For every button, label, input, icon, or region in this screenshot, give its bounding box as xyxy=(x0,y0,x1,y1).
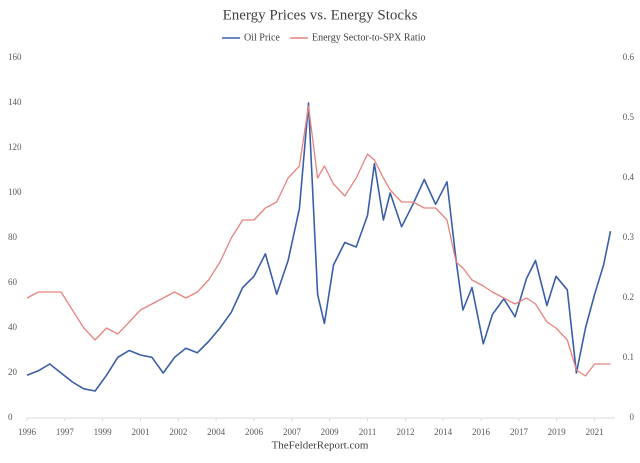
x-tick-label: 2021 xyxy=(586,427,604,437)
chart-title: Energy Prices vs. Energy Stocks xyxy=(223,7,418,23)
x-tick-label: 2006 xyxy=(245,427,264,437)
y-tick-label: 160 xyxy=(8,52,22,62)
y-tick-label: 140 xyxy=(8,97,22,107)
y-tick-label: 60 xyxy=(8,277,18,287)
y2-tick-label: 0.3 xyxy=(623,232,635,242)
y-tick-label: 120 xyxy=(8,142,22,152)
x-tick-label: 2004 xyxy=(207,427,226,437)
x-tick-label: 2009 xyxy=(321,427,340,437)
source: TheFelderReport.com xyxy=(272,440,369,452)
x-tick-label: 1999 xyxy=(94,427,113,437)
y2-tick-label: 0.4 xyxy=(623,172,635,182)
x-tick-label: 2002 xyxy=(169,427,187,437)
y2-tick-label: 0.6 xyxy=(623,52,635,62)
series-line xyxy=(26,105,611,377)
x-tick-label: 2011 xyxy=(359,427,377,437)
legend-label: Energy Sector-to-SPX Ratio xyxy=(312,32,426,43)
x-tick-label: 2016 xyxy=(472,427,491,437)
legend-label: Oil Price xyxy=(244,32,280,43)
x-tick-label: 1996 xyxy=(18,427,37,437)
x-tick-label: 2014 xyxy=(434,427,453,437)
y-tick-label: 80 xyxy=(8,232,18,242)
y-tick-label: 100 xyxy=(8,187,22,197)
y2-tick-label: 0.5 xyxy=(623,112,635,122)
y2-tick-label: 0.1 xyxy=(623,352,634,362)
x-tick-label: 2017 xyxy=(510,427,529,437)
x-tick-label: 2012 xyxy=(396,427,414,437)
x-tick-label: 2001 xyxy=(132,427,150,437)
x-tick-label: 1997 xyxy=(56,427,75,437)
y-tick-label: 40 xyxy=(8,322,18,332)
y-tick-label: 0 xyxy=(8,412,13,422)
x-tick-label: 2019 xyxy=(548,427,567,437)
y2-tick-label: 0 xyxy=(630,412,635,422)
series-line xyxy=(26,102,612,392)
x-tick-label: 2007 xyxy=(283,427,302,437)
y-tick-label: 20 xyxy=(8,367,18,377)
y2-tick-label: 0.2 xyxy=(623,292,634,302)
